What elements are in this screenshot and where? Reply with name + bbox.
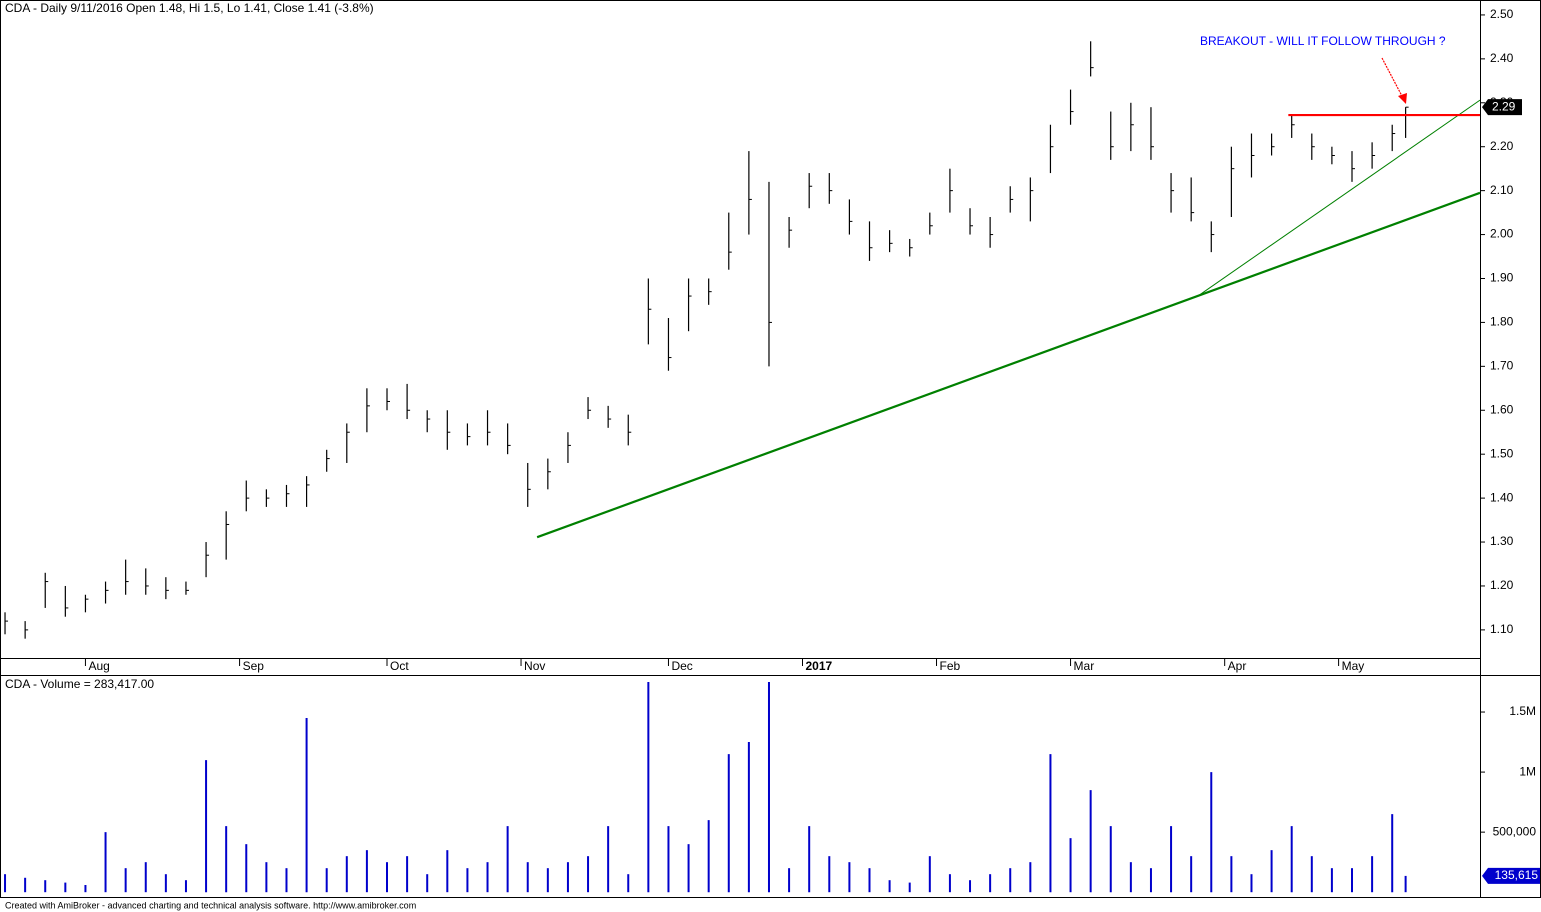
last-volume-box xyxy=(1482,867,1540,884)
y-tick-label: 1.80 xyxy=(1490,315,1514,329)
arrow xyxy=(1381,57,1404,99)
price-title: CDA - Daily 9/11/2016 Open 1.48, Hi 1.5,… xyxy=(5,1,374,15)
y-tick-label: 500,000 xyxy=(1493,824,1537,838)
volume-title: CDA - Volume = 283,417.00 xyxy=(5,677,154,691)
annotation: BREAKOUT - WILL IT FOLLOW THROUGH ? xyxy=(1200,34,1446,48)
x-tick-label: Nov xyxy=(524,659,545,673)
y-tick-label: 1.30 xyxy=(1490,534,1514,548)
footer: Created with AmiBroker - advanced charti… xyxy=(5,900,416,910)
x-tick-label: Aug xyxy=(88,659,109,673)
y-tick-label: 2.10 xyxy=(1490,183,1514,197)
y-tick-label: 2.50 xyxy=(1490,7,1514,21)
x-tick-label: 2017 xyxy=(805,659,832,673)
x-tick-label: Apr xyxy=(1228,659,1247,673)
y-tick-label: 2.20 xyxy=(1490,139,1514,153)
y-tick-label: 2.40 xyxy=(1490,51,1514,65)
x-tick-label: Dec xyxy=(671,659,692,673)
y-tick-label: 1.90 xyxy=(1490,271,1514,285)
y-tick-label: 1.40 xyxy=(1490,490,1514,504)
last-price-label: 2.29 xyxy=(1492,99,1516,113)
y-tick-label: 1.10 xyxy=(1490,622,1514,636)
arrow-head xyxy=(1398,93,1407,104)
y-tick-label: 1.70 xyxy=(1490,359,1514,373)
y-tick-label: 2.00 xyxy=(1490,227,1514,241)
y-tick-label: 1.20 xyxy=(1490,578,1514,592)
last-volume-label: 135,615 xyxy=(1495,868,1539,882)
x-tick-label: Feb xyxy=(940,659,961,673)
y-tick-label: 1.60 xyxy=(1490,402,1514,416)
last-price-box xyxy=(1482,99,1522,116)
y-tick-label: 1M xyxy=(1519,764,1536,778)
x-tick-label: Mar xyxy=(1074,659,1095,673)
y-tick-label: 1.50 xyxy=(1490,446,1514,460)
x-tick-label: Oct xyxy=(390,659,409,673)
y-tick-label: 1.5M xyxy=(1509,704,1536,718)
x-tick-label: Sep xyxy=(243,659,265,673)
x-tick-label: May xyxy=(1342,659,1365,673)
trend-line xyxy=(536,191,1481,539)
trend-line xyxy=(1197,99,1481,297)
